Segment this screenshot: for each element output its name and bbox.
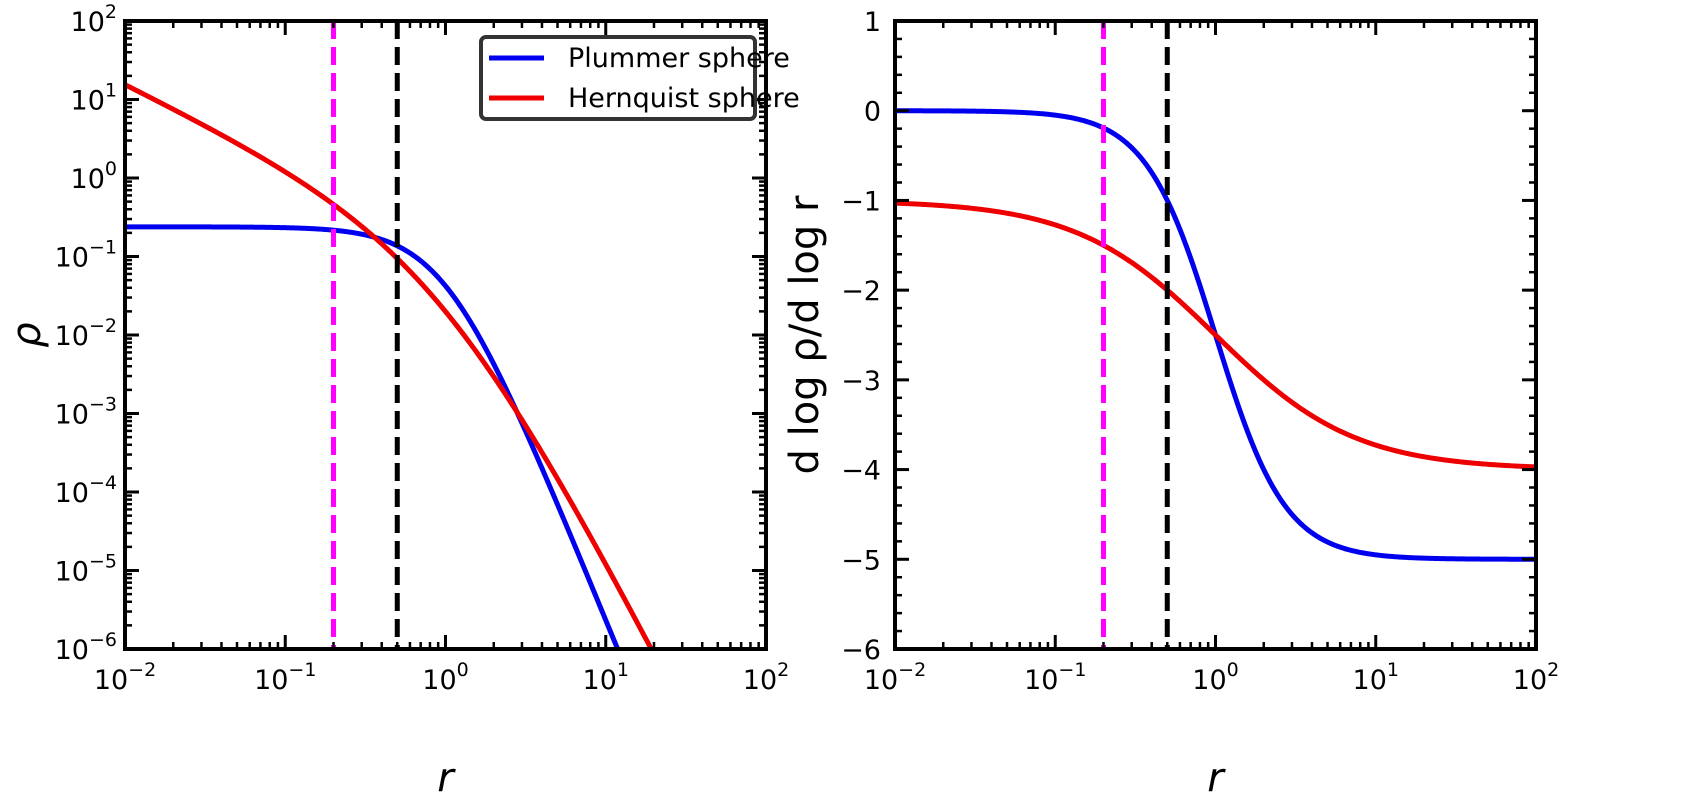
x-tick-exp: 2 (777, 659, 789, 681)
y-tick-label: 101 (71, 80, 117, 117)
y-tick-exp: −3 (89, 394, 117, 416)
y-tick-label: 1 (864, 7, 881, 38)
y-tick-label: 10−3 (55, 394, 117, 431)
y-tick-label: −5 (841, 545, 881, 576)
y-tick-label: 10−2 (55, 315, 117, 352)
x-tick-label: 10−2 (94, 659, 156, 696)
y-tick-base: 10 (71, 7, 105, 38)
x-tick-exp: 0 (1227, 659, 1239, 681)
x-tick-base: 10 (254, 665, 288, 696)
y-tick-label: −3 (841, 366, 881, 397)
x-tick-label: 101 (583, 659, 629, 696)
x-tick-label: 102 (743, 659, 789, 696)
y-axis-label: d log ρ/d log r (782, 195, 828, 474)
x-tick-base: 10 (583, 665, 617, 696)
x-tick-base: 10 (864, 665, 898, 696)
x-tick-base: 10 (422, 665, 456, 696)
y-tick-label: 102 (71, 1, 117, 38)
density-panel: 10−2 10−1 100 101 10210−610−510−410−310−210−… (4, 1, 800, 800)
legend-entry: Hernquist sphere (568, 83, 800, 114)
y-tick-label: −1 (841, 186, 881, 217)
y-tick-exp: −4 (89, 472, 117, 494)
x-tick-exp: −1 (288, 659, 316, 681)
y-tick-base: 10 (55, 557, 89, 588)
y-tick-label: 0 (864, 97, 881, 128)
y-tick-base: 10 (71, 164, 105, 195)
y-tick-label: −4 (841, 456, 881, 487)
y-tick-base: 10 (71, 86, 105, 117)
x-tick-label: 100 (1192, 659, 1238, 696)
x-tick-base: 10 (1024, 665, 1058, 696)
series-line-hernquist-sphere (895, 200, 1536, 470)
x-tick-exp: 1 (617, 659, 629, 681)
y-tick-label: 100 (71, 158, 117, 195)
y-tick-label: −6 (841, 635, 881, 666)
x-tick-base: 10 (1513, 665, 1547, 696)
x-tick-exp: −1 (1058, 659, 1086, 681)
x-tick-base: 10 (1353, 665, 1387, 696)
y-tick-base: 10 (55, 400, 89, 431)
series-line-plummer-sphere (125, 224, 621, 649)
x-tick-base: 10 (94, 665, 128, 696)
y-tick-label: −2 (841, 276, 881, 307)
y-tick-label: 10−5 (55, 551, 117, 588)
y-tick-exp: 1 (105, 80, 117, 102)
y-tick-exp: −5 (89, 551, 117, 573)
legend-box (479, 35, 757, 121)
x-tick-label: 10−1 (1024, 659, 1086, 696)
x-tick-label: 100 (422, 659, 468, 696)
x-tick-exp: −2 (898, 659, 926, 681)
x-tick-exp: 2 (1547, 659, 1559, 681)
x-tick-exp: 0 (457, 659, 469, 681)
y-tick-exp: −6 (89, 629, 117, 651)
y-tick-base: 10 (55, 243, 89, 274)
x-tick-exp: −2 (128, 659, 156, 681)
y-axis-label: ρ (4, 322, 50, 347)
x-tick-exp: 1 (1387, 659, 1399, 681)
y-tick-exp: −2 (89, 315, 117, 337)
y-tick-base: 10 (55, 478, 89, 509)
y-tick-label: 10−6 (55, 629, 117, 666)
y-tick-base: 10 (55, 635, 89, 666)
x-axis-label: r (437, 755, 456, 800)
x-tick-label: 10−1 (254, 659, 316, 696)
x-tick-label: 102 (1513, 659, 1559, 696)
x-tick-label: 10−2 (864, 659, 926, 696)
x-tick-base: 10 (1192, 665, 1226, 696)
y-tick-exp: 2 (105, 1, 117, 23)
y-tick-exp: 0 (105, 158, 117, 180)
y-tick-label: 10−1 (55, 237, 117, 274)
legend-entry: Plummer sphere (568, 43, 790, 74)
y-tick-base: 10 (55, 321, 89, 352)
x-tick-base: 10 (743, 665, 777, 696)
x-tick-label: 101 (1353, 659, 1399, 696)
y-tick-exp: −1 (89, 237, 117, 259)
x-axis-label: r (1207, 755, 1226, 800)
y-tick-label: 10−4 (55, 472, 117, 509)
